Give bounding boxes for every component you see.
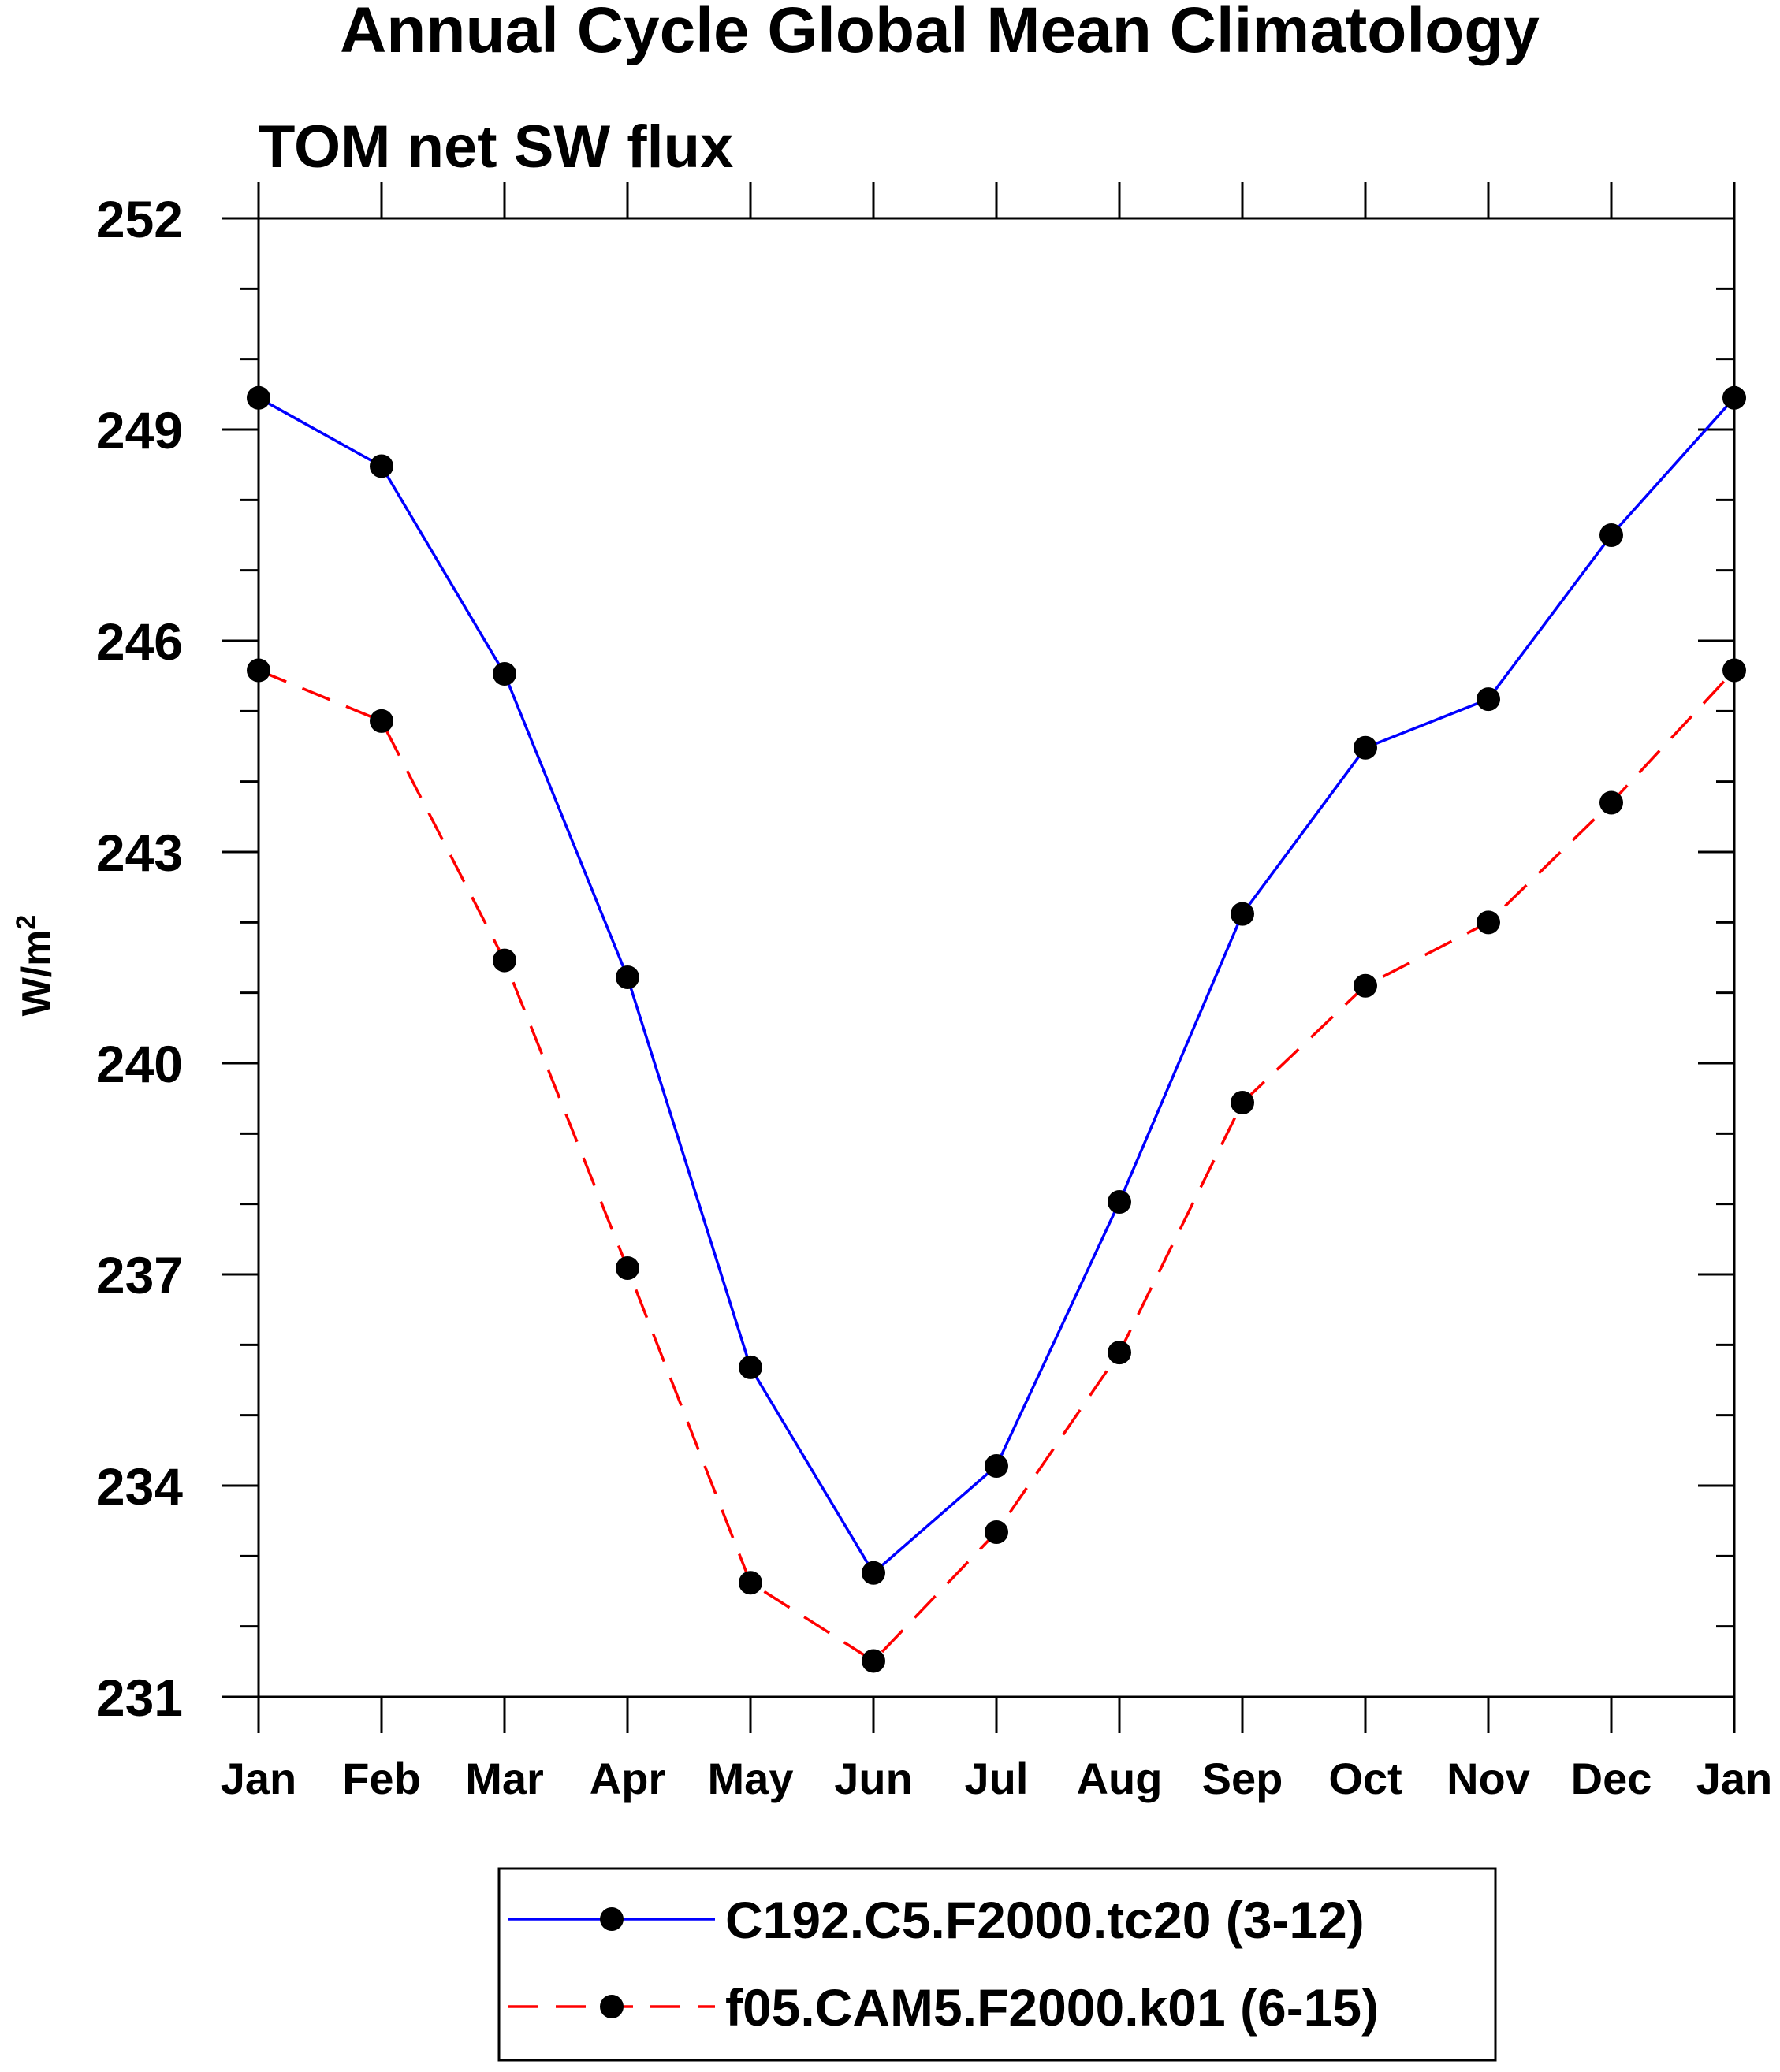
data-point: [1108, 1341, 1131, 1365]
x-tick-label: Oct: [1328, 1754, 1402, 1803]
x-tick-label: Jan: [221, 1754, 297, 1803]
series-line-2: [258, 668, 1736, 1663]
data-point: [247, 658, 270, 683]
data-point: [247, 385, 270, 410]
data-point: [862, 1561, 885, 1585]
x-tick-label: Feb: [342, 1754, 421, 1803]
data-point: [370, 709, 393, 733]
x-tick-label: Aug: [1077, 1754, 1163, 1803]
data-point: [985, 1453, 1008, 1478]
y-tick-label: 252: [96, 190, 183, 248]
y-tick-label: 243: [96, 824, 183, 882]
y-tick-label: 237: [96, 1246, 183, 1304]
data-point: [739, 1355, 762, 1379]
x-tick-label: Apr: [590, 1754, 665, 1803]
x-tick-label: Jun: [834, 1754, 913, 1803]
x-tick-label: Nov: [1447, 1754, 1530, 1803]
legend-box: [497, 1867, 1497, 2062]
x-tick-label: Dec: [1571, 1754, 1652, 1803]
x-tick-label: Jan: [1696, 1754, 1773, 1803]
legend: C192.C5.F2000.tc20 (3-12) f05.CAM5.F2000.…: [497, 1867, 1497, 2062]
data-point: [1599, 523, 1623, 547]
data-point: [1722, 385, 1746, 410]
y-tick-label: 240: [96, 1035, 183, 1093]
data-point: [985, 1520, 1008, 1544]
data-point: [1722, 658, 1746, 683]
data-point: [616, 1255, 639, 1280]
data-point: [1231, 902, 1254, 926]
data-point: [1108, 1189, 1131, 1214]
data-point: [1477, 687, 1500, 712]
y-tick-label: 246: [96, 612, 183, 671]
data-point: [1599, 790, 1623, 815]
x-tick-label: Jul: [965, 1754, 1029, 1803]
y-axis-label: W/m2: [11, 915, 60, 1017]
data-point: [862, 1649, 885, 1673]
x-tick-label: Mar: [465, 1754, 544, 1803]
data-point: [739, 1571, 762, 1595]
plot-area: 231 234 237 240 243 246 249 252 Jan Feb Mar Apr May J…: [96, 182, 1772, 1803]
chart-subtitle: TOM net SW flux: [259, 113, 733, 180]
legend-label: C192.C5.F2000.tc20 (3-12): [725, 1891, 1365, 1949]
legend-marker: [600, 1995, 624, 2018]
data-point: [493, 948, 516, 973]
series-line-1: [258, 396, 1736, 1575]
data-point: [1231, 1091, 1254, 1115]
x-tick-label: Sep: [1202, 1754, 1283, 1803]
legend-label: f05.CAM5.F2000.k01 (6-15): [725, 1978, 1379, 2037]
y-tick-label: 231: [96, 1668, 183, 1727]
y-axis-label-unit: W/m: [14, 930, 60, 1017]
x-tick-label: May: [708, 1754, 794, 1803]
y-tick-label: 234: [96, 1457, 183, 1516]
legend-marker: [600, 1907, 624, 1931]
y-axis-label-exponent: 2: [11, 915, 41, 930]
data-point: [370, 454, 393, 478]
data-point: [1477, 910, 1500, 935]
data-point: [493, 661, 516, 686]
data-point: [1354, 735, 1377, 760]
data-point: [616, 965, 639, 990]
y-tick-label: 249: [96, 401, 183, 459]
chart-title: Annual Cycle Global Mean Climatology: [340, 0, 1540, 66]
data-point: [1354, 973, 1377, 998]
